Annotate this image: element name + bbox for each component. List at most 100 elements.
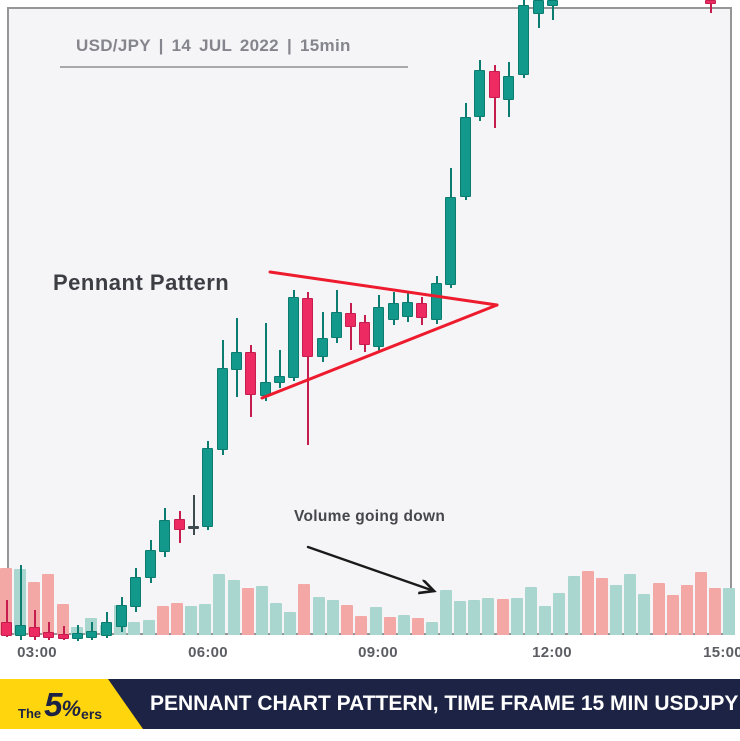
volume-bar	[270, 603, 282, 635]
candle-body	[145, 550, 156, 578]
candle-body	[1, 622, 12, 636]
volume-bar	[582, 571, 594, 635]
volume-bar	[412, 618, 424, 635]
volume-bar	[185, 606, 197, 635]
logo-text-5: 5	[44, 686, 63, 723]
volume-bar	[128, 622, 140, 635]
candle-body	[101, 622, 112, 636]
logo-percent: %	[61, 696, 82, 721]
candle-body	[288, 297, 299, 378]
candle-body	[402, 302, 413, 317]
candle-body	[474, 70, 485, 117]
volume-bar	[482, 598, 494, 635]
candle-body	[345, 313, 356, 327]
volume-bar	[638, 594, 650, 635]
volume-bar	[327, 600, 339, 635]
volume-bar	[42, 574, 54, 635]
candle-body	[72, 633, 83, 639]
volume-bar	[199, 604, 211, 635]
candle-body	[533, 0, 544, 14]
candle-body	[373, 307, 384, 347]
logo-text-the: The	[18, 706, 42, 721]
candle-body	[547, 0, 558, 6]
volume-bar	[355, 616, 367, 635]
volume-bar	[370, 607, 382, 635]
candle-body	[15, 625, 26, 636]
candle-body	[260, 382, 271, 396]
candle-body	[431, 283, 442, 320]
candle-body	[174, 519, 185, 530]
volume-bar	[398, 615, 410, 635]
candle-body	[445, 197, 456, 285]
volume-bar	[568, 576, 580, 635]
volume-bar	[497, 599, 509, 635]
candle-body	[202, 448, 213, 527]
candle-body	[188, 526, 199, 529]
volume-bar	[681, 585, 693, 635]
volume-bar	[171, 603, 183, 635]
candle-body	[317, 338, 328, 357]
candle-body	[43, 632, 54, 638]
volume-bar	[525, 587, 537, 635]
candle-body	[130, 577, 141, 607]
logo-text-ers: ers	[81, 705, 103, 722]
candle-wick	[62, 626, 65, 640]
candle-layer	[1, 0, 716, 641]
volume-going-down-label: Volume going down	[294, 508, 446, 525]
candle-body	[159, 520, 170, 552]
volume-bar	[242, 588, 254, 635]
volume-bar	[143, 620, 155, 635]
candle-body	[245, 352, 256, 395]
volume-bar	[284, 612, 296, 635]
volume-bar	[228, 580, 240, 635]
volume-bar	[341, 605, 353, 635]
candle-body	[331, 312, 342, 338]
candle-body	[388, 303, 399, 320]
candle-body	[359, 322, 370, 345]
bottom-banner: The 5% ers PENNANT CHART PATTERN, TIME FRA…	[0, 679, 740, 729]
candle-body	[86, 631, 97, 638]
volume-bar	[511, 598, 523, 635]
volume-bar	[57, 604, 69, 635]
volume-bar	[28, 582, 40, 635]
volume-bar	[213, 574, 225, 635]
candlestick-chart-panel: USD/JPY | 14 JUL 2022 | 15min Pennant Pa…	[0, 0, 740, 661]
volume-bar	[695, 572, 707, 635]
candle-body	[460, 117, 471, 197]
volume-bar	[384, 617, 396, 635]
volume-bar	[723, 588, 735, 635]
candle-body	[217, 368, 228, 450]
symbol-timeframe-label: USD/JPY | 14 JUL 2022 | 15min	[60, 34, 408, 68]
candle-body	[29, 627, 40, 637]
candle-wick	[47, 622, 50, 640]
pennant-pattern-label: Pennant Pattern	[53, 270, 230, 295]
banner-title: PENNANT CHART PATTERN, TIME FRAME 15 MIN…	[150, 692, 739, 715]
volume-bar	[426, 622, 438, 635]
volume-bar	[539, 606, 551, 635]
volume-bar	[256, 586, 268, 635]
volume-bar	[157, 606, 169, 635]
candle-wick	[551, 0, 554, 20]
the5ers-logo: The 5% ers	[18, 679, 102, 729]
candle-body	[231, 352, 242, 370]
volume-bar	[610, 585, 622, 635]
candle-body	[416, 303, 427, 318]
candle-wick	[19, 565, 22, 640]
candle-body	[705, 0, 716, 4]
candle-body	[116, 605, 127, 627]
candle-body	[58, 634, 69, 639]
candle-wick	[192, 495, 195, 535]
candle-body	[489, 71, 500, 98]
candle-body	[274, 376, 285, 383]
volume-bar	[553, 593, 565, 635]
candle-wick	[537, 0, 540, 28]
volume-bar	[667, 595, 679, 635]
volume-bar	[653, 583, 665, 635]
volume-bar	[468, 600, 480, 635]
candle-wick	[709, 0, 712, 13]
volume-bar	[596, 578, 608, 635]
volume-bar	[298, 584, 310, 635]
volume-bar	[709, 588, 721, 635]
volume-bar	[440, 590, 452, 635]
